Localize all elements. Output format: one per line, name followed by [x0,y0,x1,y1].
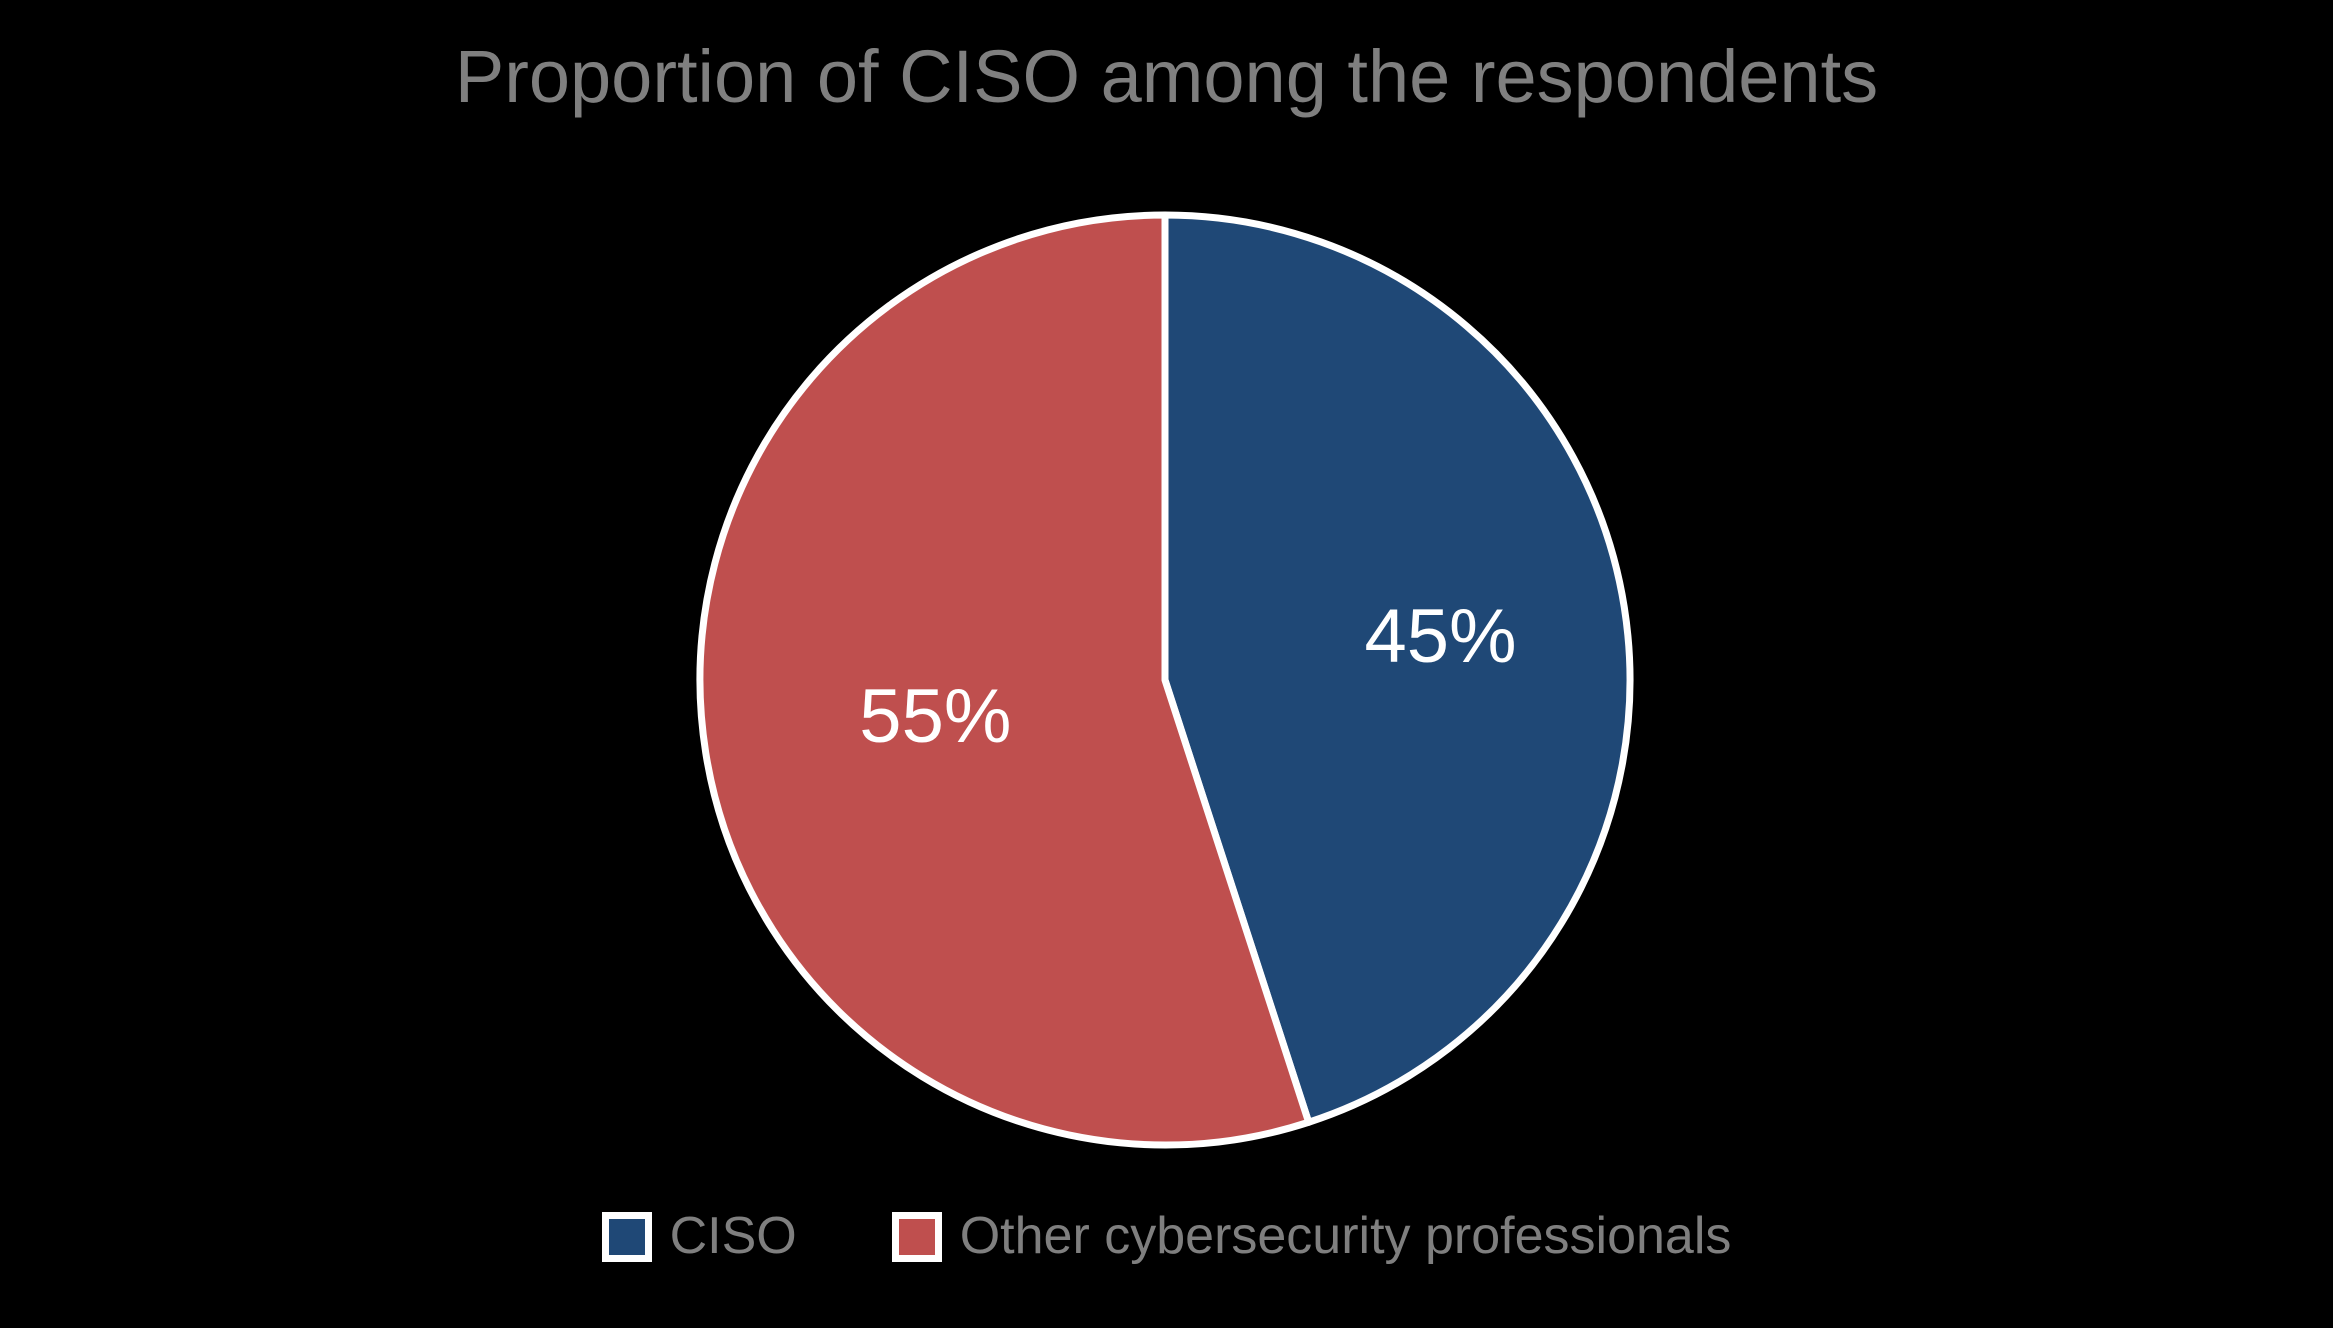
pie-slice-0 [1161,211,1634,1126]
legend-swatch-ciso-icon [601,1211,652,1262]
legend-label-ciso: CISO [669,1207,797,1265]
legend-item-other: Other cybersecurity professionals [891,1207,1732,1265]
slice-label-0: 45% [1365,594,1517,679]
chart-title: Proportion of CISO among the respondents [454,35,1879,118]
slice-label-1: 55% [859,674,1011,759]
legend-item-ciso: CISO [601,1207,797,1265]
legend-swatch-other-icon [891,1211,942,1262]
chart-legend: CISO Other cybersecurity professionals [0,1207,2333,1265]
legend-label-other: Other cybersecurity professionals [959,1207,1732,1265]
pie-slice-1 [696,211,1313,1149]
